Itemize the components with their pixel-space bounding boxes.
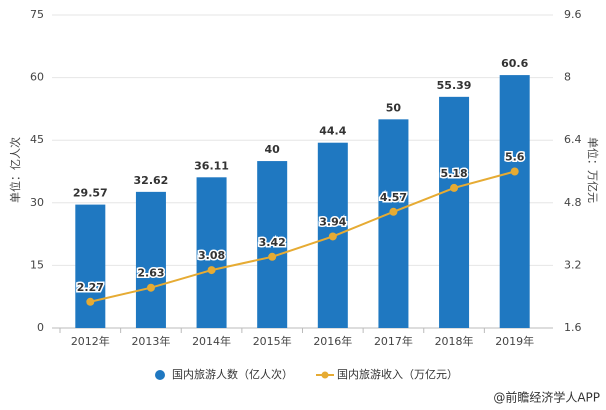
y2-tick-label: 8 xyxy=(564,71,571,84)
value-label: 29.57 xyxy=(73,187,108,200)
line xyxy=(90,170,515,303)
y-tick-label: 75 xyxy=(30,8,44,21)
legend-marker xyxy=(155,370,165,380)
y-tick-label: 15 xyxy=(30,258,44,271)
x-tick-label: 2017年 xyxy=(374,334,413,348)
legend-label: 国内旅游收入（万亿元） xyxy=(337,367,458,381)
bar xyxy=(499,75,530,328)
y-tick-label: 30 xyxy=(30,196,44,209)
bar xyxy=(257,161,288,328)
value-label: 32.62 xyxy=(134,174,169,187)
value-label: 50 xyxy=(386,101,402,114)
y2-tick-label: 6.4 xyxy=(564,133,582,146)
y2-tick-label: 9.6 xyxy=(564,8,582,21)
legend-label: 国内旅游人数（亿人次） xyxy=(172,367,293,381)
y2-tick-label: 1.6 xyxy=(564,321,582,334)
source: @前瞻经济学人APP xyxy=(493,390,600,405)
line-point xyxy=(146,283,155,292)
y-axis-title: 单位：亿人次 xyxy=(8,137,22,203)
line-point xyxy=(389,207,398,216)
x-tick-label: 2018年 xyxy=(435,334,474,348)
bar xyxy=(439,96,470,328)
line-label: 5.18 xyxy=(440,167,467,180)
line-label: 2.27 xyxy=(77,281,104,294)
line-point xyxy=(510,167,519,176)
line-point xyxy=(328,232,337,241)
line-point xyxy=(86,297,95,306)
y2-tick-label: 3.2 xyxy=(564,258,582,271)
x-tick-label: 2015年 xyxy=(253,334,292,348)
line-point xyxy=(207,266,216,275)
x-tick-label: 2014年 xyxy=(192,334,231,348)
y-tick-label: 60 xyxy=(30,71,44,84)
value-label: 44.4 xyxy=(319,125,346,138)
line-label: 4.57 xyxy=(380,191,407,204)
value-label: 40 xyxy=(265,143,281,156)
x-tick-label: 2013年 xyxy=(131,334,170,348)
y-tick-label: 45 xyxy=(30,133,44,146)
line-label: 5.6 xyxy=(505,151,525,164)
bar xyxy=(135,191,166,328)
line-point xyxy=(450,183,459,192)
y2-axis-title: 单位：万亿元 xyxy=(586,137,600,203)
value-label: 36.11 xyxy=(194,159,229,172)
x-tick-label: 2016年 xyxy=(313,334,352,348)
line-label: 3.08 xyxy=(198,249,225,262)
x-tick-label: 2019年 xyxy=(495,334,534,348)
legend-marker xyxy=(321,371,329,379)
x-tick-label: 2012年 xyxy=(71,334,110,348)
line-point xyxy=(268,252,277,261)
y2-tick-label: 4.8 xyxy=(564,196,582,209)
bar xyxy=(196,177,227,328)
bar xyxy=(378,119,409,328)
line-label: 2.63 xyxy=(137,267,164,280)
value-label: 55.39 xyxy=(437,79,472,92)
y-tick-label: 0 xyxy=(37,321,44,334)
bar xyxy=(75,204,106,328)
line-label: 3.42 xyxy=(259,236,286,249)
line-label: 3.94 xyxy=(319,215,346,228)
value-label: 60.6 xyxy=(501,57,528,70)
